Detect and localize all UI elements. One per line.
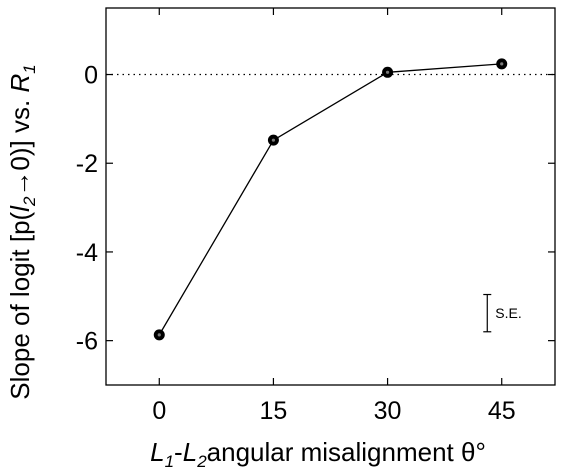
y-axis-title-var: l	[5, 205, 35, 212]
standard-error-label: S.E.	[495, 305, 521, 321]
x-axis-title-first-sub: 1	[165, 452, 174, 470]
data-point-center	[271, 138, 276, 142]
x-axis-title-second-sub: 2	[196, 452, 207, 470]
plot-frame	[105, 7, 556, 386]
x-tick-label: 15	[260, 397, 288, 425]
x-axis-title-rest: angular misalignment θ°	[207, 437, 486, 467]
x-axis-title: L1-L2angular misalignment θ°	[150, 437, 486, 470]
data-points	[153, 58, 508, 341]
y-axis-title-arrow: →0)] vs.	[5, 93, 35, 197]
y-axis-title-sub: 2	[20, 196, 39, 207]
y-tick-label: -6	[76, 328, 98, 356]
y-tick-label: -4	[76, 239, 98, 267]
y-axis-title-prefix: Slope of logit [p(	[5, 211, 35, 399]
x-axis-title-first-var: L	[150, 437, 164, 467]
x-axis-title-dash: -	[174, 437, 183, 467]
y-tick-label: 0	[84, 62, 98, 90]
x-tick-label: 45	[488, 397, 516, 425]
x-tick-labels: 0 15 30 45	[152, 397, 515, 425]
data-point-center	[385, 70, 390, 74]
y-tick-label: -2	[76, 150, 98, 178]
series-line	[158, 63, 502, 336]
y-tick-labels: 0 -2 -4 -6	[76, 62, 98, 356]
y-axis-title: Slope of logit [p(l2→0)] vs. R1	[5, 64, 39, 399]
x-tick-label: 30	[374, 397, 402, 425]
data-point-center	[500, 62, 504, 66]
axis-ticks	[106, 8, 555, 385]
standard-error-bar	[483, 293, 492, 333]
data-point-center	[157, 333, 161, 337]
y-axis-title-r-sub: 1	[20, 64, 39, 73]
y-axis-title-r-var: R	[5, 74, 35, 93]
x-axis-title-second-var: L	[183, 437, 197, 467]
x-tick-label: 0	[152, 397, 166, 425]
